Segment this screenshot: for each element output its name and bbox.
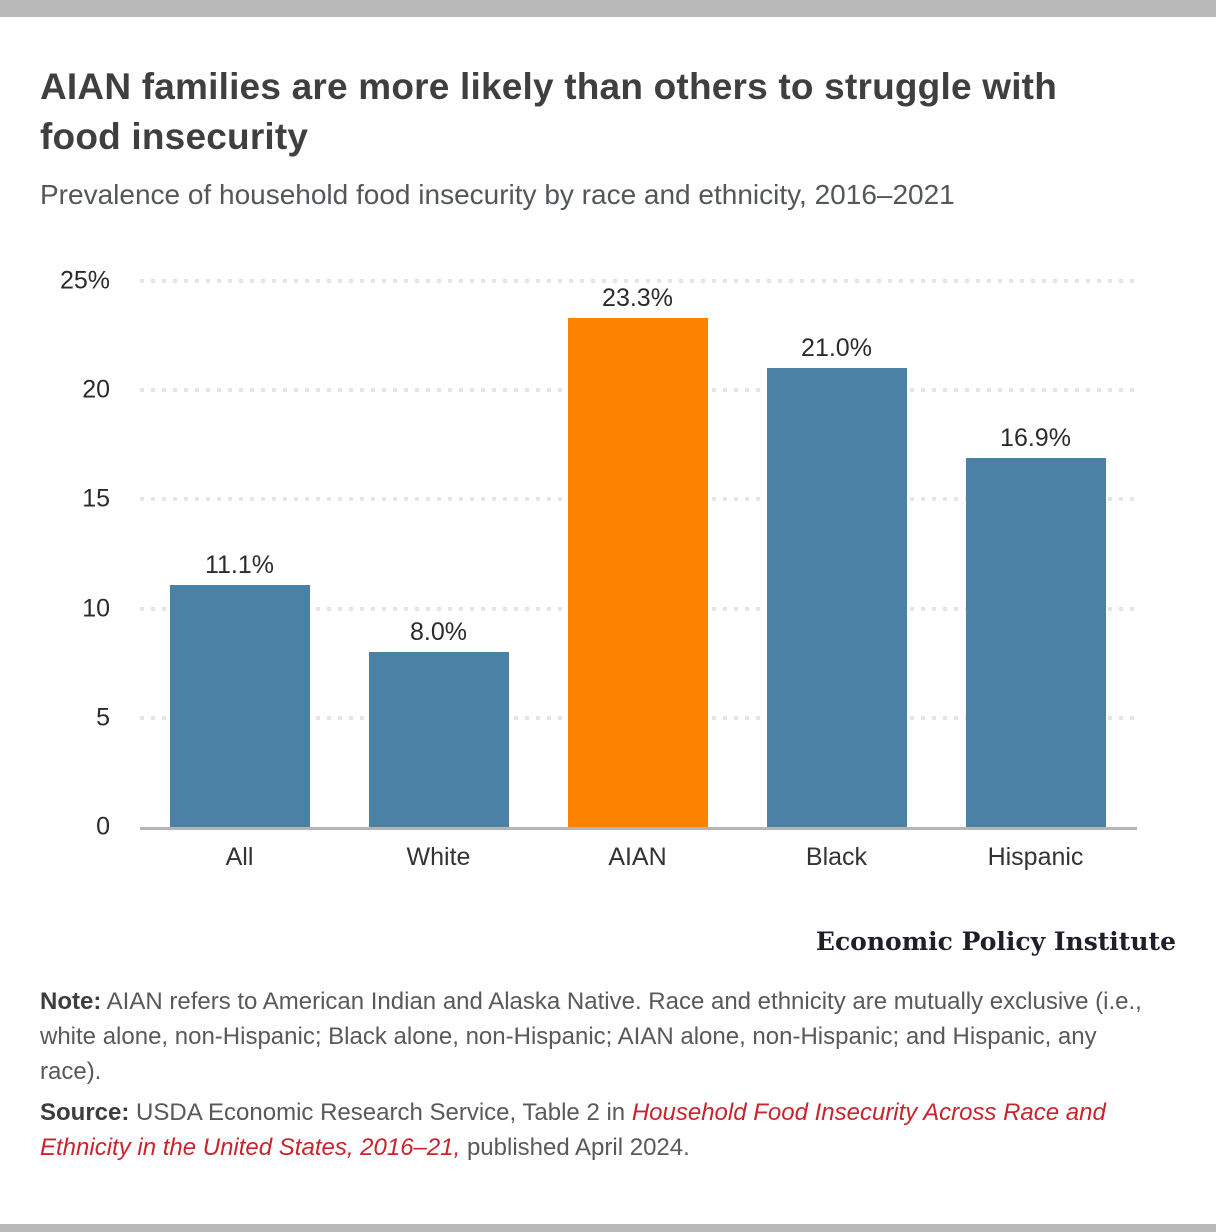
y-tick-label-5: 5: [96, 703, 110, 732]
bar-value-label-aian: 23.3%: [602, 284, 673, 313]
bar-all: 11.1%: [169, 551, 310, 827]
plot-area: 0 5 10 15 20 25% 11.1% 8.0% 23.3% 21.0% 16.9%: [60, 252, 1137, 841]
source-link[interactable]: Household Food Insecurity Across Race an…: [40, 1099, 1106, 1161]
bottom-frame-bar: [0, 1224, 1216, 1232]
epi-wordmark: Economic Policy Institute: [815, 927, 1176, 956]
source-paragraph: Source: USDA Economic Research Service, …: [40, 1095, 1145, 1165]
bar-black: 21.0%: [766, 334, 907, 827]
bar-white: 8.0%: [368, 618, 509, 827]
source-text-after-link: published April 2024.: [460, 1134, 690, 1161]
y-tick-label-20: 20: [82, 375, 110, 404]
source-text-before-link: USDA Economic Research Service, Table 2 …: [129, 1099, 632, 1126]
x-axis-labels: All White AIAN Black Hispanic: [140, 842, 1135, 872]
x-axis-label-aian: AIAN: [608, 843, 667, 871]
note-label: Note:: [40, 988, 102, 1015]
page-content: AIAN families are more likely than other…: [0, 17, 1216, 1165]
y-tick-label-25: 25%: [59, 266, 110, 295]
bar-aian: 23.3%: [567, 284, 708, 827]
x-axis-label-all: All: [225, 843, 254, 871]
bar-hispanic: 16.9%: [965, 424, 1106, 827]
note-paragraph: Note: AIAN refers to American Indian and…: [40, 984, 1145, 1089]
chart-subtitle: Prevalence of household food insecurity …: [40, 179, 955, 210]
x-axis-label-hispanic: Hispanic: [987, 843, 1084, 871]
bar-value-label-hispanic: 16.9%: [1000, 423, 1071, 452]
bar-value-label-black: 21.0%: [801, 334, 872, 363]
note-text: AIAN refers to American Indian and Alask…: [40, 988, 1142, 1085]
y-tick-label-0: 0: [96, 812, 110, 841]
x-axis-label-black: Black: [805, 843, 868, 871]
source-label: Source:: [40, 1099, 130, 1126]
chart-title: AIAN families are more likely than other…: [40, 66, 1057, 157]
gridline-25: [140, 279, 1135, 283]
y-tick-label-15: 15: [82, 484, 110, 513]
top-frame-bar: [0, 0, 1216, 17]
bar-value-label-white: 8.0%: [410, 618, 467, 647]
x-axis-baseline: [140, 827, 1137, 830]
x-axis-label-white: White: [406, 843, 471, 871]
y-tick-label-10: 10: [82, 594, 110, 623]
bar-value-label-all: 11.1%: [204, 550, 275, 579]
